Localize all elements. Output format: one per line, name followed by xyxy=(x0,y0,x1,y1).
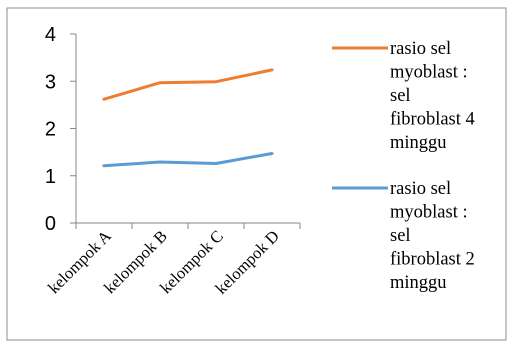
legend: rasio sel myoblast : sel fibroblast 4 minggu… xyxy=(332,39,475,293)
legend-label: sel xyxy=(390,86,411,106)
legend-label: rasio sel xyxy=(390,39,451,59)
legend-label: fibroblast 2 xyxy=(390,250,475,270)
legend-label: myoblast : xyxy=(390,203,468,223)
plot-lines xyxy=(102,68,274,168)
y-tick-label: 0 xyxy=(45,213,56,235)
y-tick-label: 1 xyxy=(45,166,56,188)
legend-label: sel xyxy=(390,226,411,246)
series-line-0 xyxy=(102,68,274,101)
y-tick-label: 3 xyxy=(45,71,56,93)
y-axis: 0 1 2 3 4 xyxy=(45,24,77,235)
chart-border xyxy=(6,7,507,341)
series-line-1 xyxy=(102,152,274,168)
legend-label: myoblast : xyxy=(390,63,468,83)
y-tick-label: 4 xyxy=(45,24,56,46)
legend-label: fibroblast 4 xyxy=(390,110,475,130)
y-tick-label: 2 xyxy=(45,119,56,141)
legend-label: minggu xyxy=(390,133,447,153)
legend-label: minggu xyxy=(390,273,447,293)
legend-label: rasio sel xyxy=(390,179,451,199)
